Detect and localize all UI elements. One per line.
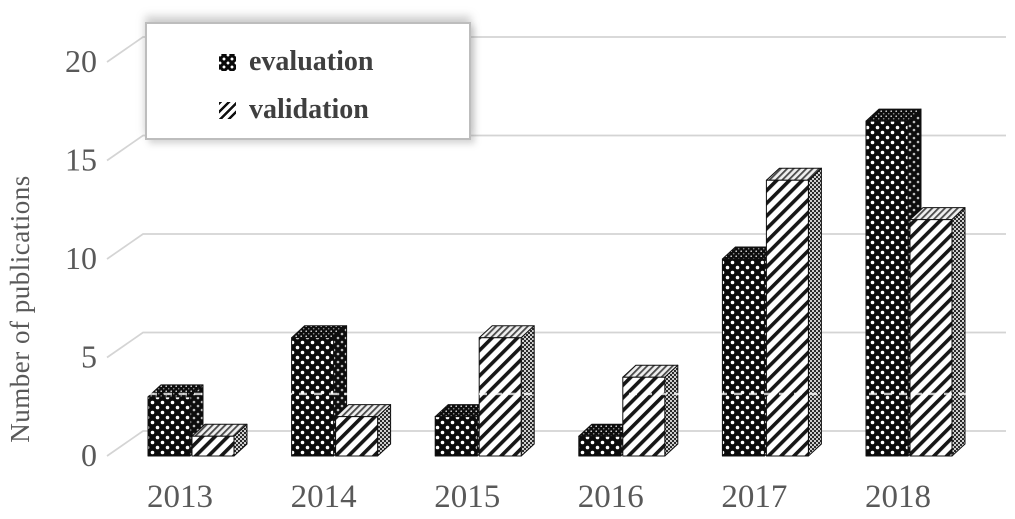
bar-front-face (721, 258, 765, 457)
legend-item-evaluation: evaluation (219, 48, 469, 76)
bar-front-face (865, 120, 909, 457)
gridlines (106, 36, 1006, 457)
bar-front-face (191, 435, 235, 457)
y-tick-label-15: 15 (65, 142, 97, 178)
y-tick-label-10: 10 (65, 240, 97, 276)
gridline-20 (106, 36, 1006, 63)
y-tick-label-20: 20 (65, 43, 97, 79)
y-tick-label-5: 5 (81, 339, 97, 375)
legend-label-evaluation: evaluation (249, 46, 374, 77)
legend: evaluation validation (145, 22, 471, 140)
bar-validation-2018 (909, 207, 966, 457)
legend-item-validation: validation (219, 96, 469, 124)
bar-front-face (478, 337, 522, 457)
bar-front-face (622, 376, 666, 457)
bars-group (147, 108, 966, 457)
gridline-10 (106, 233, 1006, 260)
x-category-label-2013: 2013 (147, 479, 213, 515)
bar-front-face (434, 416, 478, 457)
x-category-label-2016: 2016 (578, 479, 644, 515)
bar-side-face (520, 325, 535, 457)
bar-side-face (951, 207, 966, 457)
bar-evaluation-2013 (147, 384, 204, 457)
y-axis-tick-labels: 0 5 10 15 20 (65, 43, 97, 473)
gridline-15 (106, 134, 1006, 162)
x-category-label-2018: 2018 (865, 479, 931, 515)
bar-side-face (807, 167, 822, 457)
bar-validation-2013 (191, 423, 248, 457)
bar-side-face (664, 364, 679, 457)
x-category-label-2017: 2017 (721, 479, 787, 515)
bar-validation-2015 (478, 325, 535, 457)
bar-front-face (147, 396, 191, 457)
bar-validation-2016 (622, 364, 679, 457)
bar-front-face (335, 416, 379, 457)
evaluation-pattern-swatch-icon (219, 53, 236, 71)
x-category-label-2014: 2014 (291, 479, 357, 515)
gridline-5 (106, 331, 1006, 359)
bar-front-face (765, 179, 809, 457)
x-category-label-2015: 2015 (434, 479, 500, 515)
bar-front-face (291, 337, 335, 457)
y-tick-label-0: 0 (81, 437, 97, 473)
x-axis-category-labels: 2013 2014 2015 2016 2017 2018 (147, 479, 931, 515)
y-axis-title: Number of publications (5, 175, 35, 443)
bar-validation-2017 (765, 167, 822, 457)
validation-pattern-swatch-icon (219, 101, 236, 119)
gridline-0 (106, 430, 1006, 457)
bar-validation-2014 (335, 404, 392, 457)
bar-front-face (578, 435, 622, 457)
legend-label-validation: validation (249, 94, 369, 125)
bar-front-face (909, 219, 953, 457)
